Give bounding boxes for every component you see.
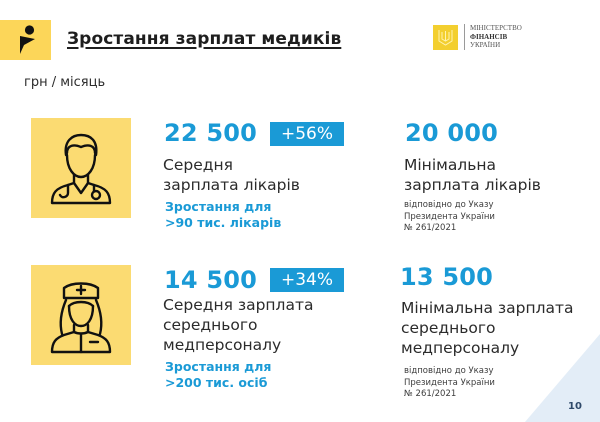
doctor-average-salary: 22 500 (164, 119, 258, 147)
nurse-growth-badge: +34% (270, 268, 344, 292)
ministry-line-3: УКРАЇНИ (470, 41, 501, 50)
doctor-growth-note-line2: >90 тис. лікарів (165, 215, 282, 230)
doctor-decree-line2: Президента України (404, 211, 495, 222)
nurse-growth-note: Зростання для >200 тис. осіб (165, 359, 271, 391)
doctor-decree-line3: № 261/2021 (404, 223, 457, 233)
corner-decoration (525, 334, 600, 422)
nurse-average-label-line3: медперсоналу (163, 336, 282, 354)
nurse-minimum-label-line3: медперсоналу (401, 339, 520, 357)
nurse-tile (31, 265, 131, 365)
page-number: 10 (568, 401, 582, 412)
ministry-line-2: ФІНАНСІВ (470, 32, 508, 41)
doctor-minimum-label-line2: зарплата лікарів (404, 176, 541, 194)
nurse-decree-line1: відповідно до Указу (404, 366, 494, 376)
trident-emblem-icon (433, 24, 458, 50)
nurse-average-label-line1: Середня зарплата (163, 296, 314, 314)
doctor-average-label-line1: Середня (163, 156, 233, 174)
ministry-divider (464, 24, 465, 50)
nurse-growth-note-line1: Зростання для (165, 359, 272, 374)
doctor-growth-badge: +56% (270, 122, 344, 146)
doctor-growth-note: Зростання для >90 тис. лікарів (165, 199, 281, 231)
nurse-decree-line3: № 261/2021 (404, 389, 457, 399)
doctor-average-label-line2: зарплата лікарів (163, 176, 300, 194)
nurse-average-label-line2: середнього (163, 316, 258, 334)
nurse-average-salary: 14 500 (164, 266, 258, 294)
doctor-minimum-label-line1: Мінімальна (404, 156, 496, 174)
doctor-minimum-salary: 20 000 (405, 119, 499, 147)
page-title: Зростання зарплат медиків (67, 29, 342, 49)
doctor-icon (50, 133, 112, 205)
nurse-icon (50, 282, 112, 354)
doctor-minimum-label: Мінімальна зарплата лікарів (404, 155, 541, 195)
brand-logo (0, 20, 51, 60)
nurse-minimum-label: Мінімальна зарплата середнього медперсон… (401, 298, 574, 358)
ministry-logo: МІНІСТЕРСТВО ФІНАНСІВ УКРАЇНИ (433, 23, 522, 51)
nurse-minimum-label-line2: середнього (401, 319, 496, 337)
doctor-average-label: Середня зарплата лікарів (163, 155, 300, 195)
doctor-tile (31, 118, 131, 218)
doctor-decree-line1: відповідно до Указу (404, 200, 494, 210)
nurse-decree-note: відповідно до Указу Президента України №… (404, 366, 495, 401)
doctor-growth-note-line1: Зростання для (165, 199, 272, 214)
units-label: грн / місяць (24, 75, 106, 90)
nurse-minimum-label-line1: Мінімальна зарплата (401, 299, 574, 317)
nurse-minimum-salary: 13 500 (400, 263, 494, 291)
doctor-decree-note: відповідно до Указу Президента України №… (404, 200, 495, 235)
ministry-line-1: МІНІСТЕРСТВО (470, 24, 522, 33)
person-arrow-logo-icon (20, 25, 35, 54)
nurse-average-label: Середня зарплата середнього медперсоналу (163, 295, 313, 355)
nurse-decree-line2: Президента України (404, 377, 495, 388)
nurse-growth-note-line2: >200 тис. осіб (165, 375, 268, 390)
